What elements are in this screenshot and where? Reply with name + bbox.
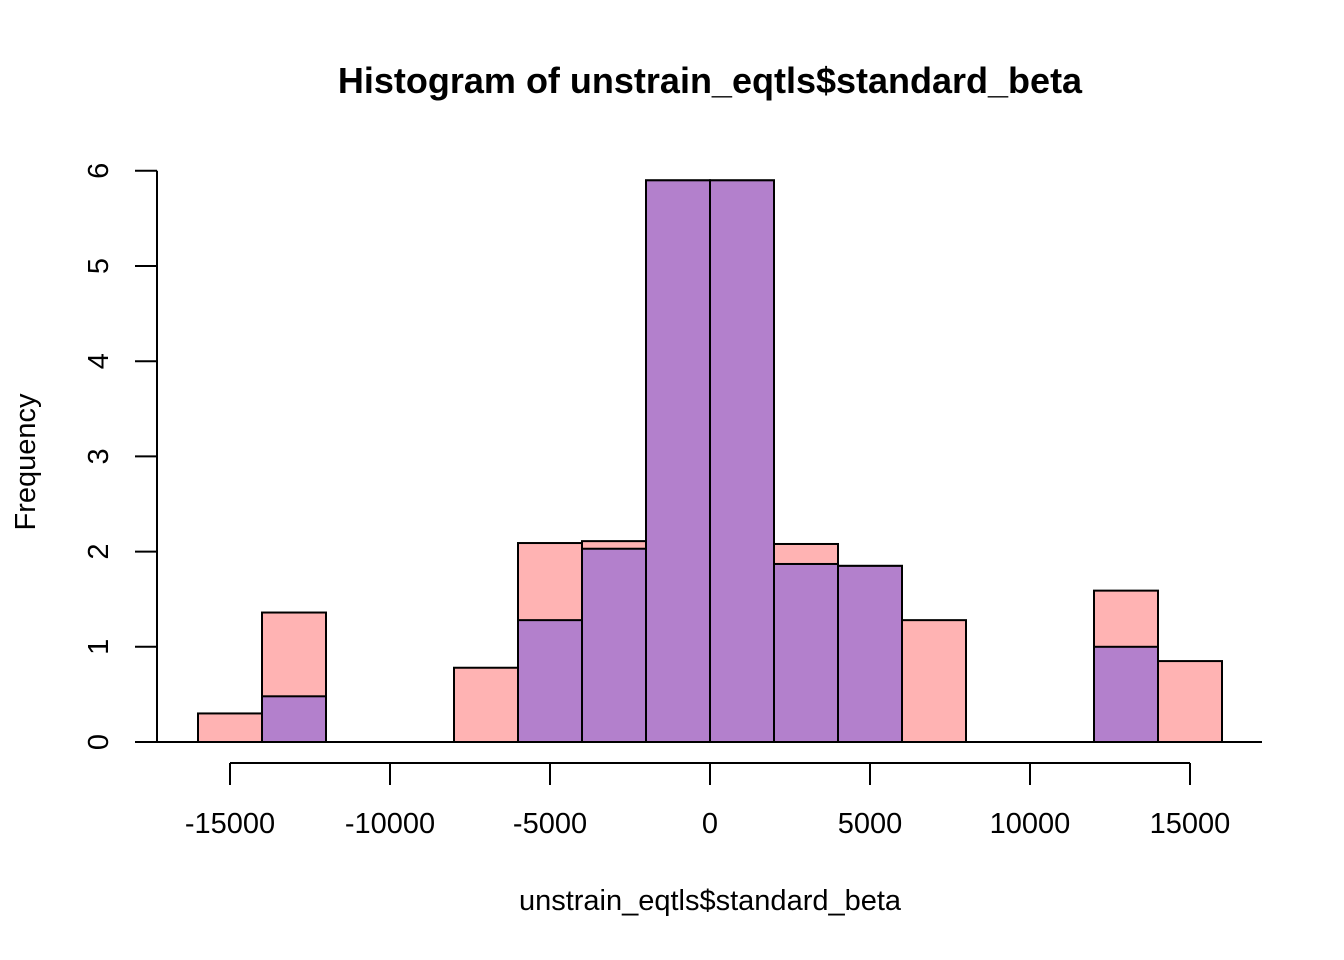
y-tick-label: 1 [83, 639, 115, 655]
histogram-bar-series-1-bin-16 [1157, 660, 1223, 744]
x-tick-label: -5000 [513, 808, 587, 840]
x-tick-label: 5000 [838, 808, 903, 840]
histogram-bar-series-1-bin-5 [453, 666, 519, 744]
x-tick-label: 10000 [990, 808, 1071, 840]
histogram-bar-series-1-bin-1 [197, 712, 263, 744]
y-axis-label: Frequency [10, 393, 42, 531]
histogram-bar-series-2-bin-1 [261, 695, 327, 744]
y-tick-label: 2 [83, 544, 115, 560]
histogram-bar-series-2-bin-7 [837, 564, 903, 743]
histogram-bar-series-2-bin-6 [773, 562, 839, 744]
histogram-bar-series-2-bin-2 [517, 619, 583, 743]
x-tick-label: -15000 [185, 808, 275, 840]
y-tick-label: 0 [83, 734, 115, 750]
histogram-bar-series-2-bin-8 [1093, 645, 1159, 743]
bars-layer [197, 179, 1223, 744]
histogram-bar-series-2-bin-4 [645, 179, 711, 743]
y-tick-label: 3 [83, 448, 115, 464]
y-tick-label: 6 [83, 163, 115, 179]
histogram-bar-series-1-bin-12 [901, 619, 967, 743]
x-axis-label: unstrain_eqtls$standard_beta [519, 885, 902, 917]
x-axis: -15000 -10000 -5000 0 5000 10000 15000 [185, 762, 1231, 840]
y-tick-label: 4 [83, 353, 115, 369]
chart-title: Histogram of unstrain_eqtls$standard_bet… [338, 60, 1083, 101]
y-tick-label: 5 [83, 258, 115, 274]
histogram-bar-series-2-bin-3 [581, 547, 647, 744]
x-tick-label: 15000 [1150, 808, 1231, 840]
x-tick-label: 0 [702, 808, 718, 840]
y-axis: 0 1 2 3 4 5 6 [83, 163, 158, 750]
x-tick-label: -10000 [345, 808, 435, 840]
histogram-bar-series-2-bin-5 [709, 179, 775, 743]
